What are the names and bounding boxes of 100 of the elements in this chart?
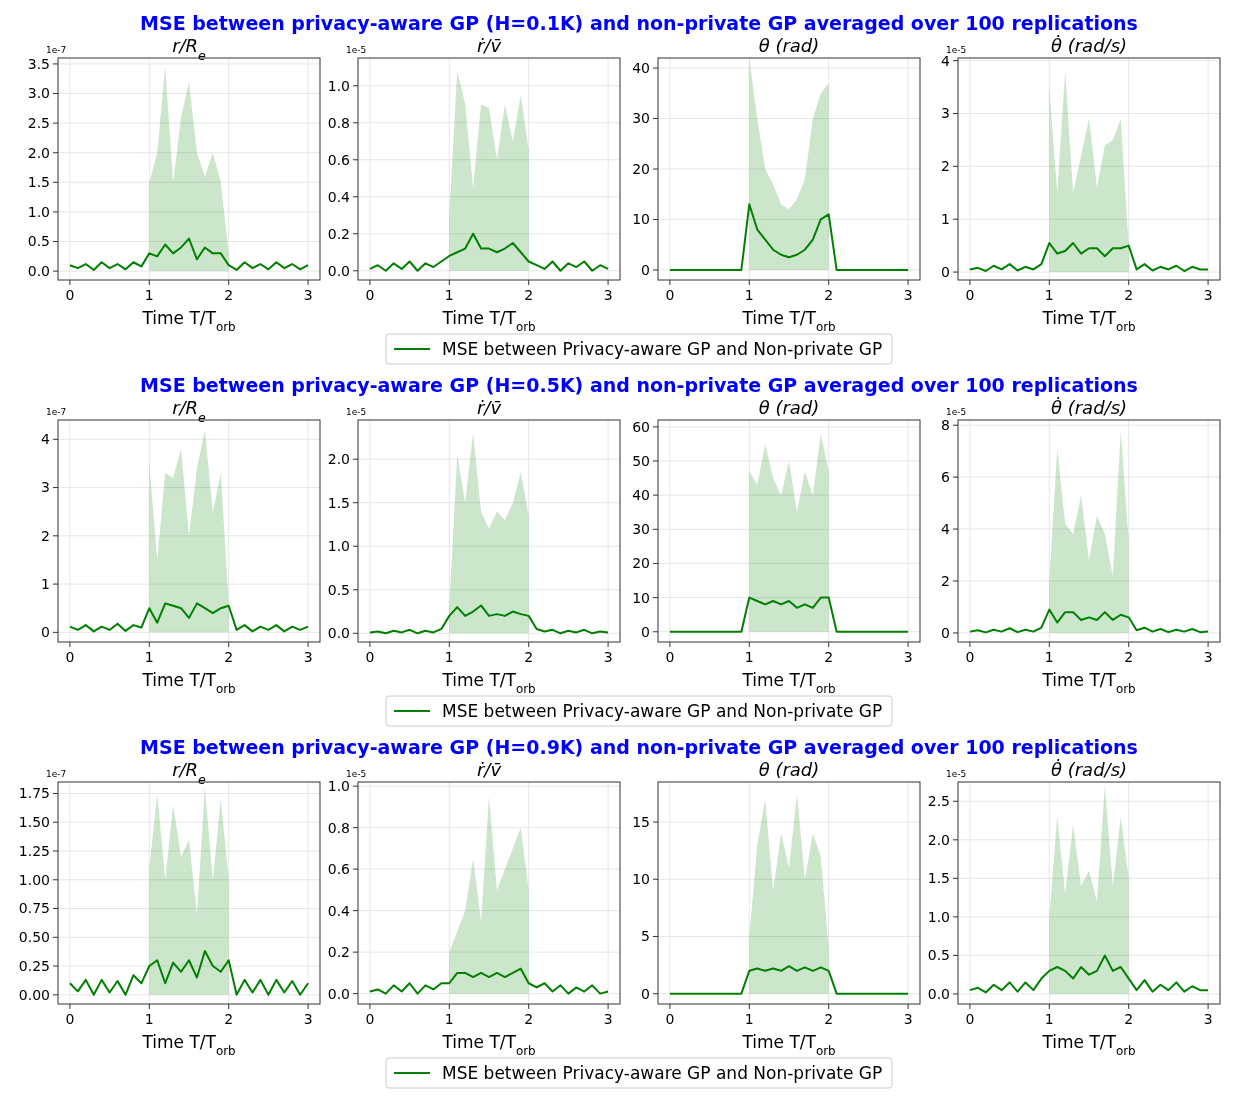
chart-title: θ (rad) [758,759,820,780]
x-tick-label: 1 [144,1011,154,1027]
y-tick-label: 0 [641,261,650,278]
y-tick-label: 2.5 [27,115,50,132]
x-axis-title: Time T/T$_{orb}$ [741,670,836,696]
y-tick-label: 20 [632,160,650,177]
line-series [968,608,1210,634]
x-tick-label: 3 [603,1011,613,1027]
text: MSE between privacy-aware GP (H=0.5K) and non-private GP averaged over 100 replications [140,374,1138,396]
y-tick-label: 0 [941,624,950,641]
y-tick-label: 10 [632,871,650,888]
x-tick-label: 0 [65,649,75,665]
x-tick-label: 1 [1044,287,1054,303]
y-tick-label: 0.8 [327,114,350,131]
chart-title: ṙ/v̄ [476,397,502,418]
y-tick-label: 0.4 [327,188,351,205]
y-tick-label: 1.0 [327,77,350,94]
y-tick-label: 30 [632,110,650,127]
y-tick-label: 1.50 [18,814,50,831]
line-series [368,232,610,272]
x-tick-label: 3 [1203,1011,1213,1027]
y-tick-label: 1 [941,211,950,228]
y-tick-label: 0.6 [327,151,351,168]
chart-title: r/R$_{e}$ [172,35,207,63]
y-tick-label: 10 [632,211,650,228]
line-series [668,596,910,633]
y-tick-label: 0.6 [327,861,351,878]
y-tick-label: 3 [941,105,950,122]
x-tick-label: 1 [744,649,754,665]
x-tick-label: 0 [365,1011,375,1027]
y-tick-label: 0.0 [927,985,950,1002]
x-tick-label: 0 [65,287,75,303]
x-tick-label: 1 [1044,1011,1054,1027]
x-tick-label: 2 [824,1011,834,1027]
y-tick-label: 4 [941,52,951,69]
x-tick-label: 1 [144,287,154,303]
y-tick-label: 1.75 [18,785,50,802]
x-axis-title: Time T/T$_{orb}$ [141,670,236,696]
x-tick-label: 2 [524,649,534,665]
text: 1e-5 [346,407,367,417]
y-tick-label: 3.0 [27,85,50,102]
chart-title: θ̇ (rad/s) [1050,757,1128,780]
x-tick-label: 2 [224,287,234,303]
x-axis-title: Time T/T$_{orb}$ [741,1032,836,1058]
y-tick-label: 2.0 [327,451,350,468]
y-tick-label: 1.0 [927,908,950,925]
x-tick-label: 2 [524,287,534,303]
x-axis-title: Time T/T$_{orb}$ [1041,670,1136,696]
x-tick-label: 3 [303,287,313,303]
y-tick-label: 2.0 [27,144,50,161]
line-series [368,967,610,995]
line-series [968,954,1210,994]
x-tick-label: 3 [903,1011,913,1027]
x-tick-label: 3 [903,287,913,303]
text: 1e-5 [946,769,967,779]
x-tick-label: 1 [1044,649,1054,665]
y-tick-label: 6 [941,469,951,486]
y-tick-label: 0.2 [327,944,350,961]
y-tick-label: 1.5 [27,174,50,191]
x-tick-label: 2 [1124,1011,1134,1027]
chart-title: r/R$_{e}$ [172,759,207,787]
y-tick-label: 15 [632,813,650,830]
x-axis-title: Time T/T$_{orb}$ [441,670,536,696]
x-axis-title: Time T/T$_{orb}$ [441,308,536,334]
y-tick-label: 0.4 [327,902,351,919]
y-tick-label: 20 [632,555,650,572]
y-tick-label: 0 [641,985,650,1002]
chart-title: θ (rad) [758,397,820,418]
line-series [668,965,910,995]
x-tick-label: 1 [744,287,754,303]
x-tick-label: 2 [224,1011,234,1027]
y-tick-label: 0.0 [327,262,350,279]
line-series [368,604,610,635]
chart-title: θ̇ (rad/s) [1050,395,1128,418]
y-tick-label: 0 [941,263,950,280]
text: 1e-7 [46,45,67,55]
y-tick-label: 0.2 [327,225,350,242]
chart-title: ṙ/v̄ [476,759,502,780]
y-tick-label: 0.0 [27,263,50,280]
y-tick-label: 40 [632,487,650,504]
y-tick-label: 8 [941,417,950,434]
x-tick-label: 3 [1203,287,1213,303]
x-axis-title: Time T/T$_{orb}$ [1041,1032,1136,1058]
x-tick-label: 1 [144,649,154,665]
y-tick-label: 50 [632,452,650,469]
x-axis-title: Time T/T$_{orb}$ [741,308,836,334]
text: 1e-7 [46,769,67,779]
y-tick-label: 1 [41,575,50,592]
x-tick-label: 2 [1124,287,1134,303]
y-tick-label: 4 [941,520,951,537]
text: 1e-5 [346,45,367,55]
x-tick-label: 3 [603,649,613,665]
y-tick-label: 0.50 [18,929,50,946]
x-tick-label: 2 [824,649,834,665]
x-tick-label: 2 [524,1011,534,1027]
y-tick-label: 3 [41,479,50,496]
chart-title: θ (rad) [758,35,820,56]
x-tick-label: 2 [1124,649,1134,665]
x-tick-label: 1 [444,649,454,665]
text: 1e-5 [346,769,367,779]
